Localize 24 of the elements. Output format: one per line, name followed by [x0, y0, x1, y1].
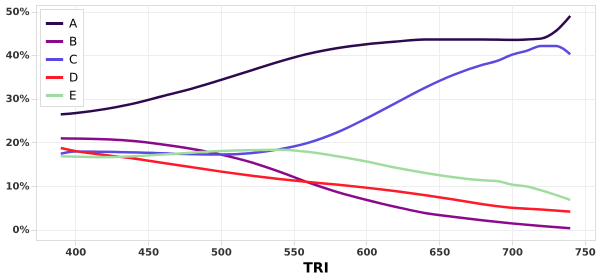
y-tick-label: 0%: [12, 225, 30, 236]
y-tick-label: 20%: [6, 138, 30, 149]
y-tick-label: 30%: [6, 94, 30, 106]
x-tick-label: 700: [502, 248, 523, 258]
x-tick-label: 600: [356, 248, 378, 258]
line-series: [59, 148, 572, 202]
line-series: [59, 146, 572, 213]
x-tick-label: 500: [210, 248, 232, 258]
legend-label: A: [69, 16, 78, 30]
y-tick-label: 50%: [6, 7, 30, 18]
x-tick-label: 550: [284, 248, 305, 258]
legend-label: C: [69, 52, 78, 66]
legend-label: E: [69, 88, 77, 102]
y-tick-label: 10%: [6, 181, 30, 192]
legend-label: B: [69, 34, 78, 48]
line-series: [59, 137, 572, 230]
y-tick-label: 40%: [6, 50, 30, 62]
legend-label: D: [69, 70, 78, 84]
x-tick-label: 400: [65, 248, 86, 258]
x-tick-label: 450: [138, 248, 160, 258]
x-tick-label: 650: [429, 248, 450, 258]
x-tick-label: 750: [574, 248, 596, 258]
x-axis-title: TRI: [303, 260, 329, 276]
line-series: [59, 14, 572, 116]
